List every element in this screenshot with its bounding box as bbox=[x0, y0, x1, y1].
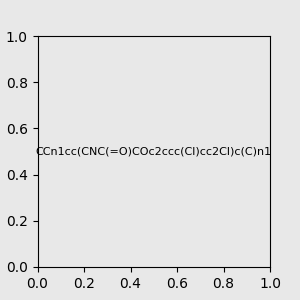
Text: CCn1cc(CNC(=O)COc2ccc(Cl)cc2Cl)c(C)n1: CCn1cc(CNC(=O)COc2ccc(Cl)cc2Cl)c(C)n1 bbox=[36, 146, 272, 157]
